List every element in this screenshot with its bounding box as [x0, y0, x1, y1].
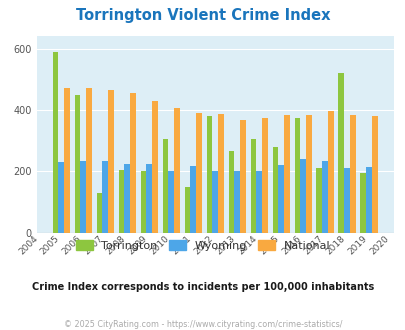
Bar	[86, 88, 92, 233]
Bar	[162, 139, 168, 233]
Legend: Torrington, Wyoming, National: Torrington, Wyoming, National	[71, 236, 334, 255]
Bar	[239, 120, 245, 233]
Bar	[234, 171, 239, 233]
Bar	[316, 168, 322, 233]
Text: Torrington Violent Crime Index: Torrington Violent Crime Index	[76, 8, 329, 23]
Bar	[217, 114, 223, 233]
Bar	[272, 147, 277, 233]
Bar	[343, 168, 349, 233]
Bar	[168, 171, 174, 233]
Text: © 2025 CityRating.com - https://www.cityrating.com/crime-statistics/: © 2025 CityRating.com - https://www.city…	[64, 320, 341, 329]
Bar	[327, 111, 333, 233]
Bar	[206, 116, 212, 233]
Bar	[152, 101, 158, 233]
Bar	[305, 115, 311, 233]
Bar	[124, 164, 130, 233]
Bar	[250, 139, 256, 233]
Bar	[102, 161, 108, 233]
Bar	[184, 187, 190, 233]
Bar	[118, 170, 124, 233]
Bar	[322, 161, 327, 233]
Bar	[75, 95, 80, 233]
Bar	[80, 161, 86, 233]
Bar	[228, 151, 234, 233]
Text: Crime Index corresponds to incidents per 100,000 inhabitants: Crime Index corresponds to incidents per…	[32, 282, 373, 292]
Bar	[53, 51, 58, 233]
Bar	[294, 117, 299, 233]
Bar	[64, 88, 70, 233]
Bar	[190, 166, 196, 233]
Bar	[277, 165, 283, 233]
Bar	[212, 171, 217, 233]
Bar	[261, 117, 267, 233]
Bar	[146, 164, 152, 233]
Bar	[349, 115, 355, 233]
Bar	[299, 159, 305, 233]
Bar	[371, 116, 377, 233]
Bar	[365, 167, 371, 233]
Bar	[196, 113, 201, 233]
Bar	[360, 173, 365, 233]
Bar	[108, 90, 113, 233]
Bar	[283, 115, 289, 233]
Bar	[130, 93, 136, 233]
Bar	[174, 108, 179, 233]
Bar	[58, 162, 64, 233]
Bar	[96, 193, 102, 233]
Bar	[338, 73, 343, 233]
Bar	[141, 171, 146, 233]
Bar	[256, 171, 261, 233]
